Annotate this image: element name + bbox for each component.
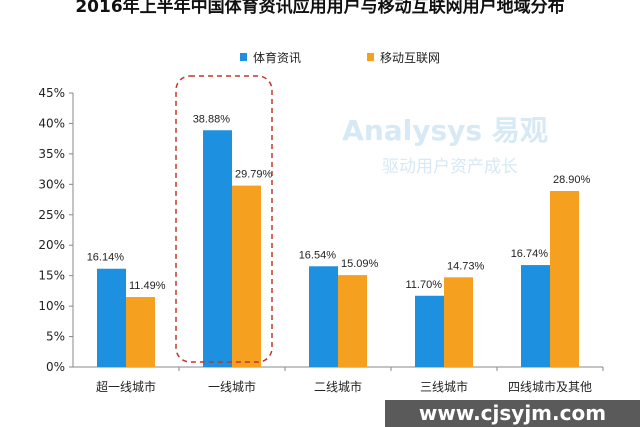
bar-sports bbox=[97, 268, 126, 367]
y-tick-label: 35% bbox=[38, 147, 65, 161]
legend-label: 体育资讯 bbox=[253, 50, 301, 65]
y-tick-label: 45% bbox=[38, 86, 65, 100]
bar-mobile bbox=[550, 191, 579, 367]
bar-sports bbox=[415, 295, 444, 367]
data-label: 38.88% bbox=[193, 113, 231, 125]
logo-watermark: Analysys 易观 bbox=[342, 114, 548, 147]
legend-swatch bbox=[240, 53, 247, 61]
bar-sports bbox=[203, 130, 232, 367]
data-label: 15.09% bbox=[341, 258, 379, 270]
data-label: 11.49% bbox=[129, 280, 166, 292]
legend-label: 移动互联网 bbox=[380, 51, 440, 65]
bar-mobile bbox=[126, 297, 155, 367]
y-tick-label: 30% bbox=[38, 177, 65, 191]
site-watermark: www.cjsyjm.com bbox=[385, 400, 640, 427]
y-tick-label: 0% bbox=[46, 360, 65, 374]
data-label: 29.79% bbox=[235, 169, 273, 181]
y-tick-label: 5% bbox=[46, 330, 65, 344]
y-tick-label: 40% bbox=[38, 116, 65, 130]
legend-swatch bbox=[367, 53, 374, 61]
x-tick-label: 二线城市 bbox=[314, 379, 362, 394]
x-tick-label: 超一线城市 bbox=[96, 379, 156, 394]
bar-mobile bbox=[444, 277, 473, 367]
data-label: 14.73% bbox=[447, 260, 485, 272]
slogan-watermark: 驱动用户资产成长 bbox=[382, 157, 518, 177]
y-tick-label: 25% bbox=[38, 208, 65, 222]
data-label: 11.70% bbox=[406, 279, 443, 291]
y-tick-label: 20% bbox=[38, 238, 65, 252]
x-tick-label: 三线城市 bbox=[420, 379, 468, 394]
y-tick-label: 15% bbox=[38, 269, 65, 283]
data-label: 16.14% bbox=[87, 252, 125, 264]
bar-sports bbox=[521, 265, 550, 367]
data-label: 28.90% bbox=[553, 174, 591, 186]
y-tick-label: 10% bbox=[38, 299, 65, 313]
chart-title: 2016年上半年中国体育资讯应用用户与移动互联网用户地域分布 bbox=[75, 0, 565, 17]
data-label: 16.74% bbox=[511, 248, 549, 260]
x-tick-label: 一线城市 bbox=[208, 379, 256, 394]
highlight-box bbox=[175, 75, 273, 363]
x-tick-label: 四线城市及其他 bbox=[508, 379, 592, 394]
bar-sports bbox=[309, 266, 338, 367]
data-label: 16.54% bbox=[299, 249, 337, 261]
bar-mobile bbox=[232, 185, 261, 367]
bar-mobile bbox=[338, 275, 367, 367]
